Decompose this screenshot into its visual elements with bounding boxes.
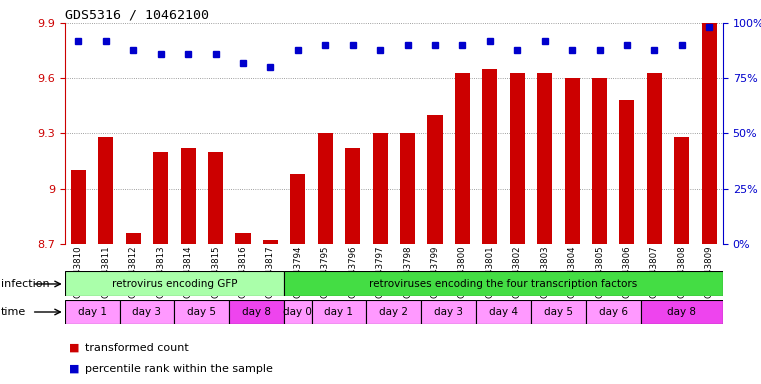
Text: GSM943816: GSM943816: [238, 245, 247, 298]
Text: ■: ■: [68, 364, 79, 374]
Bar: [229, 300, 284, 324]
Bar: [400, 133, 415, 244]
Text: day 8: day 8: [242, 307, 271, 317]
Text: infection: infection: [1, 279, 49, 289]
Text: GSM943807: GSM943807: [650, 245, 659, 298]
Text: GSM943813: GSM943813: [156, 245, 165, 298]
Text: GDS5316 / 10462100: GDS5316 / 10462100: [65, 9, 209, 22]
Text: day 4: day 4: [489, 307, 518, 317]
Bar: [126, 233, 141, 244]
Text: percentile rank within the sample: percentile rank within the sample: [85, 364, 273, 374]
Text: retrovirus encoding GFP: retrovirus encoding GFP: [112, 279, 237, 289]
Bar: [174, 300, 229, 324]
Text: retroviruses encoding the four transcription factors: retroviruses encoding the four transcrip…: [369, 279, 638, 289]
Text: GSM943812: GSM943812: [129, 245, 138, 298]
Text: GSM943794: GSM943794: [293, 245, 302, 298]
Text: GSM943798: GSM943798: [403, 245, 412, 298]
Text: GSM943805: GSM943805: [595, 245, 604, 298]
Text: GSM943815: GSM943815: [211, 245, 220, 298]
Text: day 1: day 1: [78, 307, 107, 317]
Text: day 2: day 2: [379, 307, 409, 317]
Text: day 6: day 6: [599, 307, 628, 317]
Text: transformed count: transformed count: [85, 343, 189, 353]
Bar: [366, 300, 422, 324]
Bar: [702, 8, 717, 244]
Text: GSM943806: GSM943806: [622, 245, 632, 298]
Bar: [345, 148, 360, 244]
Bar: [290, 174, 305, 244]
Bar: [531, 300, 586, 324]
Bar: [153, 152, 168, 244]
Bar: [565, 78, 580, 244]
Bar: [373, 133, 387, 244]
Bar: [586, 300, 641, 324]
Text: day 3: day 3: [435, 307, 463, 317]
Bar: [263, 240, 278, 244]
Bar: [428, 115, 442, 244]
Bar: [311, 300, 366, 324]
Bar: [180, 148, 196, 244]
Bar: [619, 100, 635, 244]
Bar: [208, 152, 223, 244]
Text: GSM943811: GSM943811: [101, 245, 110, 298]
Bar: [641, 300, 723, 324]
Text: GSM943814: GSM943814: [183, 245, 193, 298]
Text: day 3: day 3: [132, 307, 161, 317]
Bar: [317, 133, 333, 244]
Text: time: time: [1, 307, 26, 317]
Bar: [537, 73, 552, 244]
Bar: [592, 78, 607, 244]
Bar: [647, 73, 662, 244]
Bar: [674, 137, 689, 244]
Text: GSM943800: GSM943800: [458, 245, 467, 298]
Text: day 0: day 0: [283, 307, 312, 317]
Text: GSM943804: GSM943804: [568, 245, 577, 298]
Bar: [98, 137, 113, 244]
Text: GSM943797: GSM943797: [376, 245, 384, 298]
Text: day 5: day 5: [187, 307, 216, 317]
Bar: [71, 170, 86, 244]
Bar: [482, 69, 498, 244]
Text: day 8: day 8: [667, 307, 696, 317]
Text: ■: ■: [68, 343, 79, 353]
Text: day 1: day 1: [324, 307, 353, 317]
Text: GSM943799: GSM943799: [431, 245, 439, 298]
Bar: [65, 300, 119, 324]
Text: GSM943809: GSM943809: [705, 245, 714, 298]
Bar: [476, 300, 531, 324]
Text: day 5: day 5: [544, 307, 573, 317]
Text: GSM943803: GSM943803: [540, 245, 549, 298]
Text: GSM943796: GSM943796: [349, 245, 357, 298]
Text: GSM943802: GSM943802: [513, 245, 522, 298]
Text: GSM943795: GSM943795: [320, 245, 330, 298]
Text: GSM943801: GSM943801: [486, 245, 495, 298]
Bar: [235, 233, 250, 244]
Bar: [455, 73, 470, 244]
Bar: [284, 300, 311, 324]
Bar: [284, 271, 723, 296]
Text: GSM943810: GSM943810: [74, 245, 83, 298]
Text: GSM943808: GSM943808: [677, 245, 686, 298]
Bar: [422, 300, 476, 324]
Text: GSM943817: GSM943817: [266, 245, 275, 298]
Bar: [510, 73, 525, 244]
Bar: [119, 300, 174, 324]
Bar: [65, 271, 284, 296]
